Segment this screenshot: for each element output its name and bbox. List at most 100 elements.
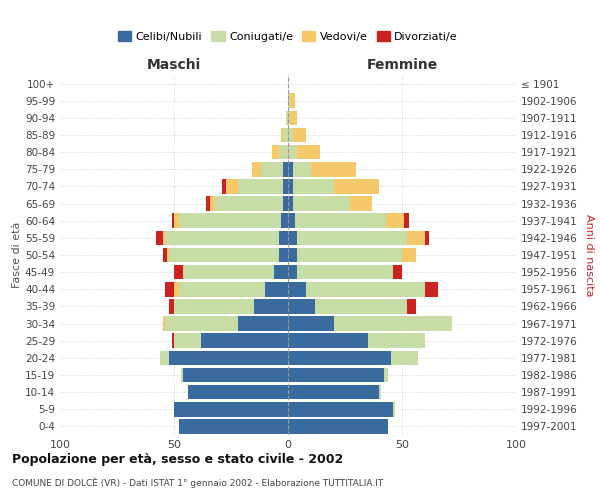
Bar: [174, 214, 179, 228]
Bar: [169, 299, 174, 314]
Bar: [402, 248, 416, 262]
Bar: [254, 299, 288, 314]
Bar: [293, 179, 334, 194]
Bar: [316, 299, 407, 314]
Bar: [188, 385, 288, 400]
Bar: [288, 128, 293, 142]
Bar: [279, 248, 288, 262]
Bar: [183, 368, 288, 382]
Bar: [238, 316, 288, 331]
Bar: [251, 162, 260, 176]
Bar: [165, 282, 174, 296]
Bar: [295, 214, 386, 228]
Bar: [288, 196, 293, 211]
Bar: [172, 334, 174, 348]
Bar: [290, 110, 297, 125]
Bar: [288, 350, 391, 365]
Bar: [288, 282, 306, 296]
Bar: [425, 282, 439, 296]
Bar: [384, 368, 388, 382]
Bar: [311, 162, 356, 176]
Bar: [393, 265, 402, 280]
Bar: [288, 248, 297, 262]
Bar: [167, 248, 169, 262]
Bar: [283, 128, 288, 142]
Bar: [206, 196, 211, 211]
Bar: [172, 214, 174, 228]
Bar: [288, 265, 297, 280]
Bar: [297, 248, 402, 262]
Bar: [404, 214, 409, 228]
Bar: [379, 385, 382, 400]
Bar: [174, 402, 288, 416]
Bar: [279, 230, 288, 245]
Bar: [279, 145, 288, 160]
Bar: [160, 350, 169, 365]
Bar: [283, 179, 288, 194]
Bar: [425, 230, 430, 245]
Legend: Celibi/Nubili, Coniugati/e, Vedovi/e, Divorziati/e: Celibi/Nubili, Coniugati/e, Vedovi/e, Di…: [113, 26, 463, 46]
Text: Maschi: Maschi: [147, 58, 201, 71]
Bar: [156, 230, 163, 245]
Bar: [179, 214, 281, 228]
Bar: [391, 350, 418, 365]
Bar: [386, 214, 404, 228]
Bar: [306, 282, 425, 296]
Bar: [288, 214, 295, 228]
Bar: [281, 128, 283, 142]
Text: COMUNE DI DOLCÈ (VR) - Dati ISTAT 1° gennaio 2002 - Elaborazione TUTTITALIA.IT: COMUNE DI DOLCÈ (VR) - Dati ISTAT 1° gen…: [12, 478, 383, 488]
Bar: [288, 110, 290, 125]
Bar: [288, 385, 379, 400]
Bar: [288, 230, 297, 245]
Bar: [215, 196, 283, 211]
Bar: [290, 94, 295, 108]
Bar: [163, 248, 167, 262]
Bar: [165, 316, 238, 331]
Bar: [407, 230, 425, 245]
Bar: [174, 334, 202, 348]
Bar: [286, 110, 288, 125]
Bar: [288, 179, 293, 194]
Y-axis label: Anni di nascita: Anni di nascita: [584, 214, 594, 296]
Bar: [288, 368, 384, 382]
Bar: [293, 128, 306, 142]
Bar: [183, 265, 274, 280]
Bar: [293, 162, 311, 176]
Bar: [163, 230, 165, 245]
Bar: [274, 265, 288, 280]
Bar: [260, 162, 283, 176]
Bar: [169, 350, 288, 365]
Bar: [288, 145, 297, 160]
Bar: [393, 402, 395, 416]
Bar: [288, 419, 388, 434]
Bar: [283, 162, 288, 176]
Bar: [288, 402, 393, 416]
Bar: [334, 179, 379, 194]
Bar: [202, 334, 288, 348]
Bar: [272, 145, 279, 160]
Bar: [288, 94, 290, 108]
Bar: [181, 368, 183, 382]
Bar: [179, 419, 288, 434]
Bar: [288, 162, 293, 176]
Bar: [179, 282, 265, 296]
Bar: [283, 196, 288, 211]
Bar: [288, 316, 334, 331]
Bar: [407, 299, 416, 314]
Y-axis label: Fasce di età: Fasce di età: [12, 222, 22, 288]
Bar: [238, 179, 283, 194]
Bar: [163, 316, 165, 331]
Bar: [350, 196, 373, 211]
Bar: [288, 299, 316, 314]
Text: Popolazione per età, sesso e stato civile - 2002: Popolazione per età, sesso e stato civil…: [12, 452, 343, 466]
Bar: [169, 248, 279, 262]
Text: Femmine: Femmine: [367, 58, 437, 71]
Bar: [174, 282, 179, 296]
Bar: [297, 145, 320, 160]
Bar: [165, 230, 279, 245]
Bar: [222, 179, 226, 194]
Bar: [174, 265, 183, 280]
Bar: [226, 179, 238, 194]
Bar: [297, 230, 407, 245]
Bar: [281, 214, 288, 228]
